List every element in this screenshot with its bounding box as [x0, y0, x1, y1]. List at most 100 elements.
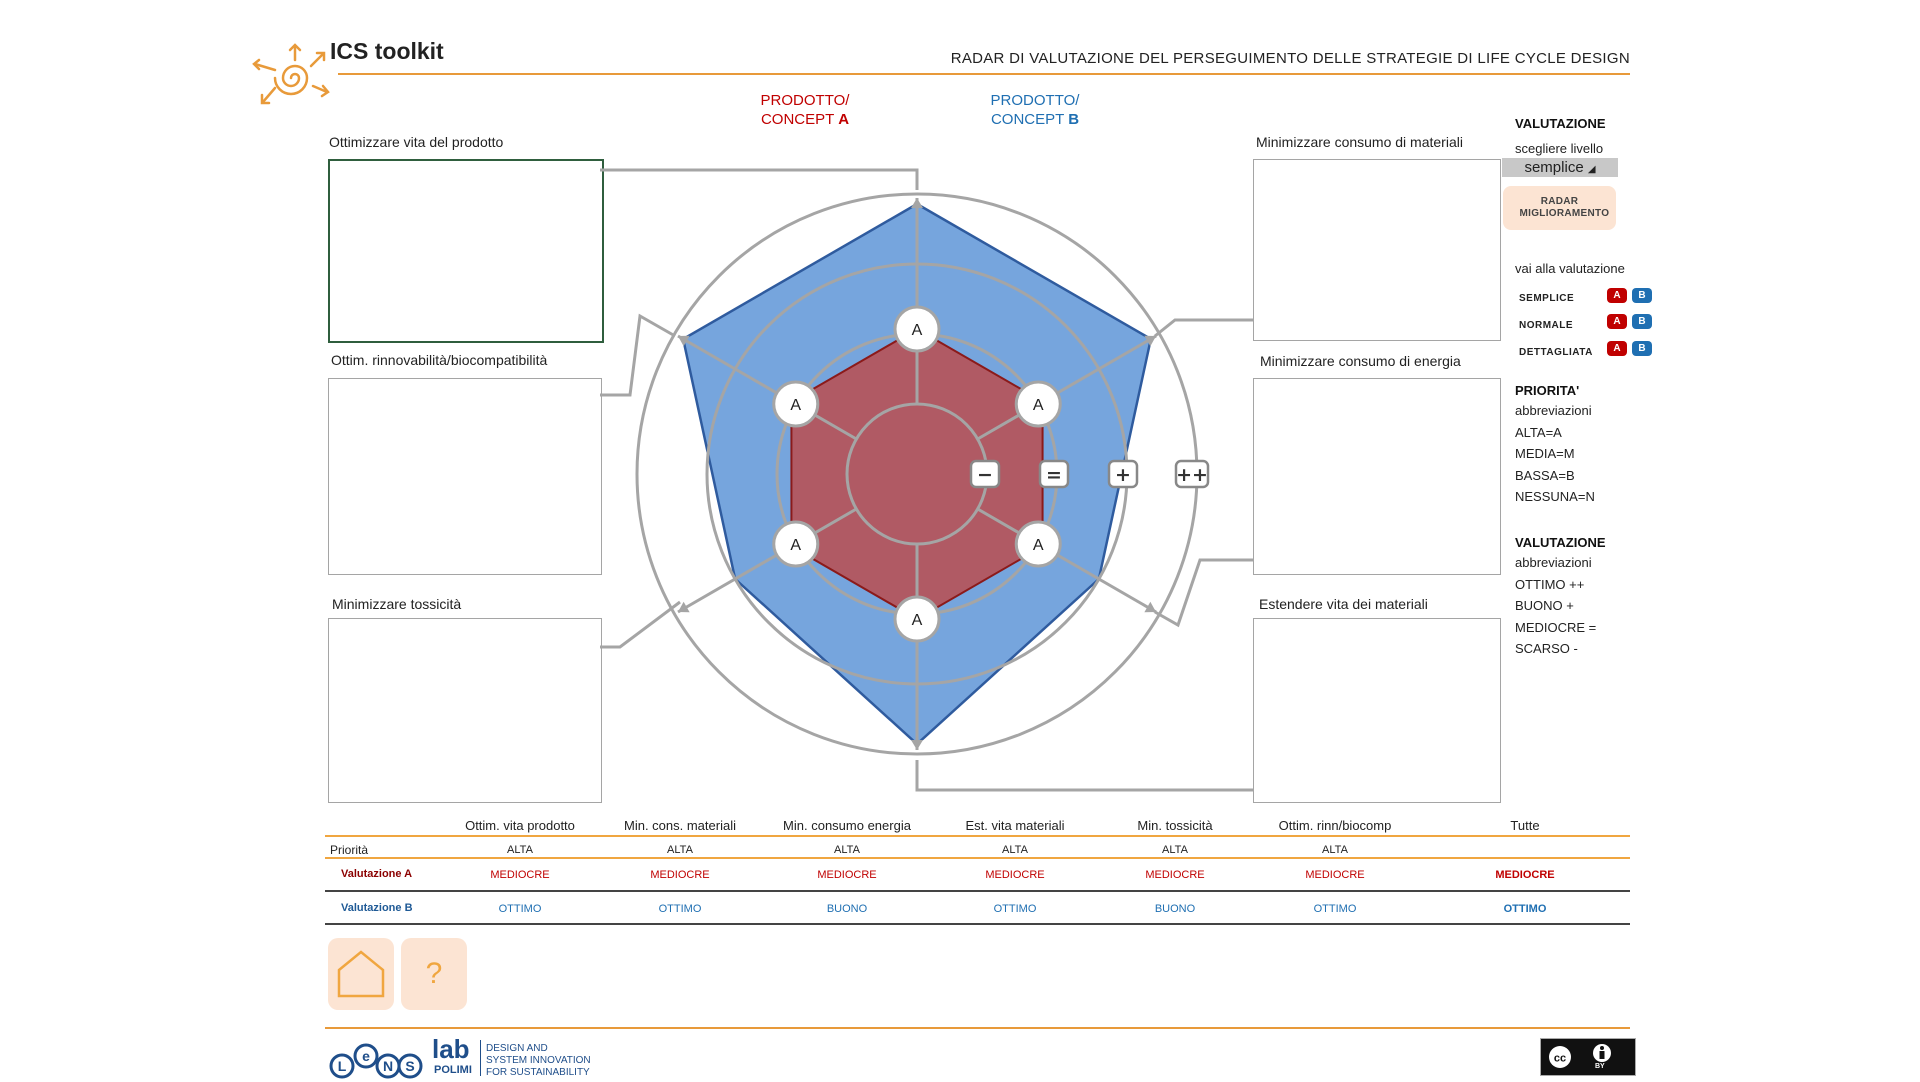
notes-box-energia[interactable] [1253, 378, 1501, 575]
val-a-row-label: Valutazione A [341, 868, 413, 880]
label-energia: Minimizzare consumo di energia [1260, 353, 1461, 369]
table-column-header: Tutte [1510, 818, 1540, 833]
ics-logo-icon [252, 43, 330, 105]
concept-b-legend: PRODOTTO/ CONCEPT B [990, 92, 1080, 128]
semplice-a-button[interactable]: A [1607, 288, 1627, 303]
table-cell-val-a: MEDIOCRE [817, 869, 877, 881]
table-cell-val-a: MEDIOCRE [490, 869, 550, 881]
scale-marker-label: ++ [1176, 464, 1208, 486]
lens-polimi: POLIMI [434, 1064, 472, 1076]
label-materiali: Minimizzare consumo di materiali [1256, 134, 1463, 150]
table-row-b-divider [325, 923, 1630, 925]
connector-line [600, 313, 676, 397]
priority-marker-label: A [790, 537, 801, 554]
help-icon: ? [425, 957, 443, 990]
table-cell-val-b: OTTIMO [993, 903, 1037, 915]
table-cell-val-b: BUONO [1154, 903, 1196, 915]
radar-axis-arrow [677, 601, 690, 613]
table-row-a-divider [325, 890, 1630, 892]
lens-logo-icon: LeN S [329, 1043, 423, 1079]
radar-miglioramento-button[interactable]: RADAR MIGLIORAMENTO [1503, 186, 1616, 230]
attribution-icon [1593, 1044, 1611, 1062]
table-cell-priority: ALTA [1322, 844, 1348, 856]
dettagliata-a-button[interactable]: A [1607, 341, 1627, 356]
notes-box-materiali[interactable] [1253, 159, 1501, 341]
table-column-header: Est. vita materiali [965, 818, 1065, 833]
connector-line [915, 760, 1253, 792]
label-vita-materiali: Estendere vita dei materiali [1259, 596, 1428, 612]
priority-marker [772, 380, 820, 428]
cc-by-license-badge: cc BY [1540, 1038, 1636, 1076]
radar-axis-arrow [911, 740, 923, 750]
table-cell-val-b: OTTIMO [658, 903, 702, 915]
home-icon [337, 950, 385, 998]
cc-by-label: BY [1595, 1063, 1605, 1070]
svg-text:L: L [338, 1058, 347, 1074]
svg-text:cc: cc [1554, 1053, 1566, 1065]
valutazione-legend-title: VALUTAZIONE [1515, 535, 1606, 550]
header-divider [338, 73, 1630, 75]
level-select[interactable]: semplice ◢ [1502, 158, 1618, 177]
level-normale-label: NORMALE [1519, 320, 1574, 331]
table-column-header: Min. consumo energia [783, 818, 911, 833]
valutazione-title: VALUTAZIONE [1515, 116, 1606, 131]
scale-marker [1174, 459, 1210, 489]
level-semplice-label: SEMPLICE [1519, 293, 1575, 304]
radar-axis-arrow [677, 335, 690, 347]
normale-b-button[interactable]: B [1632, 314, 1652, 329]
page-title: RADAR DI VALUTAZIONE DEL PERSEGUIMENTO D… [950, 50, 1630, 67]
notes-box-vita-prodotto[interactable] [328, 159, 604, 343]
connector-line [1154, 318, 1253, 338]
scale-marker [1038, 459, 1070, 489]
concept-a-legend: PRODOTTO/ CONCEPT A [760, 92, 850, 128]
scale-marker-label: = [1046, 464, 1062, 486]
svg-text:e: e [362, 1048, 370, 1064]
table-cell-val-a: MEDIOCRE [1495, 869, 1555, 881]
priority-marker-label: A [1033, 397, 1044, 414]
table-priority-divider [325, 857, 1630, 859]
level-dettagliata-label: DETTAGLIATA [1519, 347, 1593, 358]
label-rinnovabilita: Ottim. rinnovabilità/biocompatibilità [331, 352, 548, 368]
table-header-divider [325, 835, 1630, 837]
table-cell-val-a: MEDIOCRE [1145, 869, 1205, 881]
priority-marker-label: A [912, 322, 923, 339]
connector-line [1154, 558, 1253, 628]
home-button[interactable] [328, 938, 394, 1010]
priority-marker [893, 595, 941, 643]
vai-alla-label: vai alla valutazione [1515, 261, 1625, 276]
notes-box-vita-materiali[interactable] [1253, 618, 1501, 803]
table-column-header: Min. tossicità [1137, 818, 1213, 833]
connector-line [600, 600, 681, 649]
notes-box-rinnovabilita[interactable] [328, 378, 602, 575]
svg-text:N: N [383, 1058, 393, 1074]
normale-a-button[interactable]: A [1607, 314, 1627, 329]
app-title: ICS toolkit [330, 38, 444, 64]
label-vita-prodotto: Ottimizzare vita del prodotto [329, 134, 504, 150]
table-column-header: Ottim. vita prodotto [465, 818, 575, 833]
table-cell-val-b: BUONO [826, 903, 868, 915]
priority-marker [772, 520, 820, 568]
table-cell-val-a: MEDIOCRE [1305, 869, 1365, 881]
scegliere-livello-label: scegliere livello [1515, 141, 1604, 156]
notes-box-tossicita[interactable] [328, 618, 602, 803]
table-column-header: Ottim. rinn/biocomp [1278, 818, 1392, 833]
scale-marker-label: + [1115, 464, 1131, 486]
priority-row-label: Priorità [330, 843, 369, 857]
priority-marker [893, 305, 941, 353]
lens-lab-word: lab [432, 1034, 470, 1064]
help-button[interactable]: ? [401, 938, 467, 1010]
priority-marker-label: A [912, 612, 923, 629]
dropdown-arrow-icon: ◢ [1587, 164, 1596, 175]
priority-marker-label: A [1033, 537, 1044, 554]
semplice-b-button[interactable]: B [1632, 288, 1652, 303]
footer-divider [325, 1027, 1630, 1029]
priority-marker [1014, 380, 1062, 428]
dettagliata-b-button[interactable]: B [1632, 341, 1652, 356]
priorita-legend: abbreviazioni ALTA=A MEDIA=M BASSA=B NES… [1515, 403, 1595, 504]
table-cell-val-b: OTTIMO [1503, 903, 1547, 915]
svg-text:S: S [405, 1058, 414, 1074]
priority-marker-label: A [790, 397, 801, 414]
scale-marker [969, 459, 1001, 489]
radar-axis-arrow [1144, 601, 1157, 613]
